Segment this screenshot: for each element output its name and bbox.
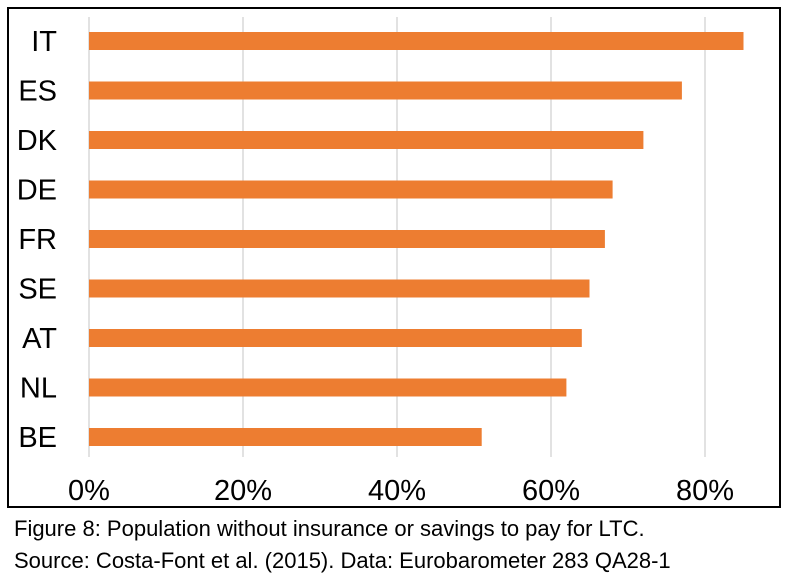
category-label-fr: FR	[18, 224, 57, 256]
bars	[89, 32, 744, 446]
figure-caption: Figure 8: Population without insurance o…	[14, 516, 645, 541]
category-label-se: SE	[18, 274, 57, 306]
category-labels: IT ES DK DE FR SE AT NL BE	[17, 26, 58, 454]
category-label-de: DE	[17, 175, 57, 207]
x-tick-label: 40%	[368, 475, 426, 506]
bar-de	[89, 180, 613, 199]
bar-it	[89, 32, 744, 50]
bar-fr	[89, 230, 605, 248]
bar-at	[89, 329, 582, 347]
bar-dk	[89, 131, 644, 149]
x-tick-labels: 0% 20% 40% 60% 80%	[68, 475, 734, 506]
category-label-be: BE	[18, 422, 57, 454]
bar-se	[89, 279, 590, 298]
category-label-es: ES	[18, 76, 57, 108]
category-label-it: IT	[31, 26, 57, 58]
category-label-dk: DK	[17, 125, 58, 157]
bar-nl	[89, 378, 567, 397]
chart-frame: IT ES DK DE FR SE AT NL BE 0% 20% 40% 60% 80%	[7, 7, 781, 508]
figure-source: Source: Costa-Font et al. (2015). Data: …	[14, 548, 671, 573]
bar-be	[89, 428, 482, 446]
x-tick-label: 80%	[676, 475, 734, 506]
x-tick-label: 60%	[522, 475, 580, 506]
x-tick-label: 0%	[68, 475, 110, 506]
category-label-nl: NL	[20, 373, 57, 405]
bar-chart: IT ES DK DE FR SE AT NL BE 0% 20% 40% 60% 80%	[17, 17, 744, 506]
category-label-at: AT	[22, 323, 57, 355]
x-tick-label: 20%	[214, 475, 272, 506]
bar-es	[89, 81, 682, 100]
